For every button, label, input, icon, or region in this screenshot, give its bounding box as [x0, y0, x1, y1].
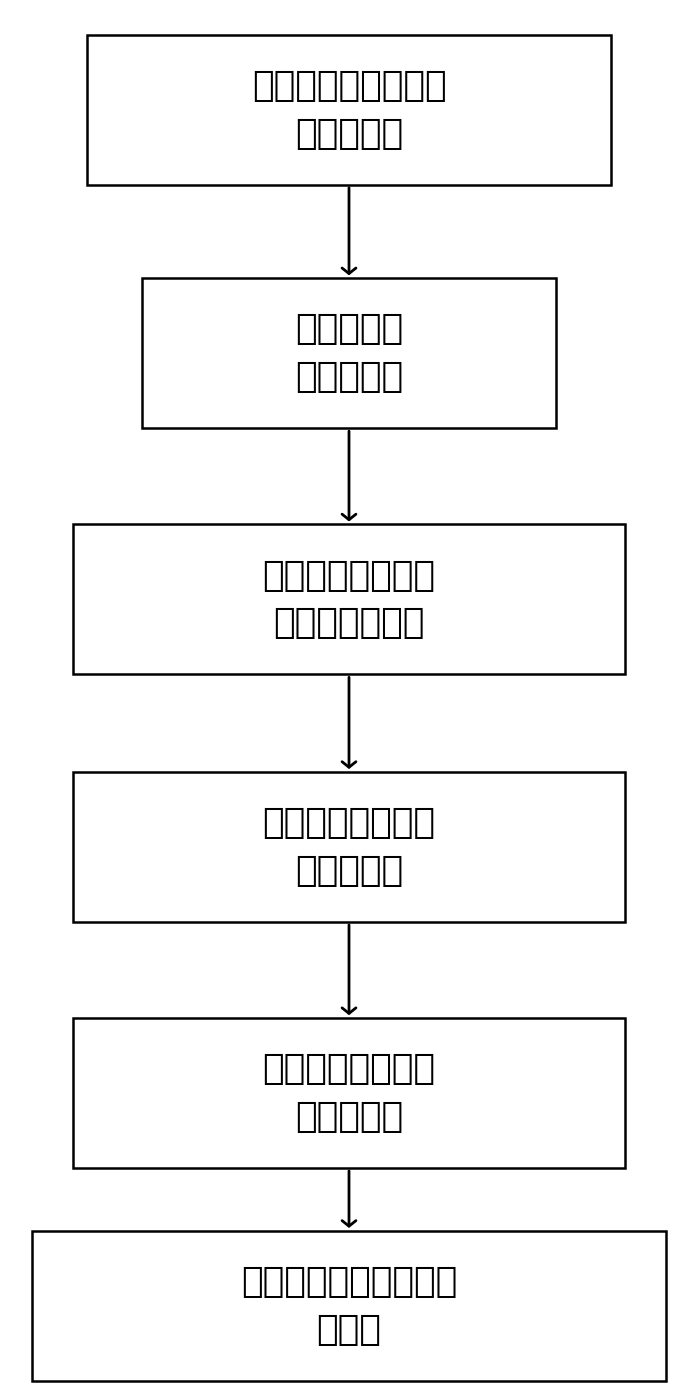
Text: 获取模型训练的输入
和输出数据: 获取模型训练的输入 和输出数据	[252, 69, 446, 151]
FancyBboxPatch shape	[73, 772, 625, 922]
Text: 最小二乘法计算模
型未知参数: 最小二乘法计算模 型未知参数	[262, 806, 436, 887]
FancyBboxPatch shape	[73, 1018, 625, 1168]
FancyBboxPatch shape	[31, 1231, 667, 1381]
FancyBboxPatch shape	[142, 278, 556, 428]
Text: 设定分段线性函数
的分段点等参数: 设定分段线性函数 的分段点等参数	[262, 558, 436, 641]
FancyBboxPatch shape	[87, 35, 611, 185]
Text: 选择并确定
模型的结构: 选择并确定 模型的结构	[295, 312, 403, 395]
Text: 去掉绝对值，进一
步简化模型: 去掉绝对值，进一 步简化模型	[262, 1052, 436, 1133]
FancyBboxPatch shape	[73, 525, 625, 674]
Text: 基于修改分段线性函数
的模型: 基于修改分段线性函数 的模型	[241, 1265, 457, 1347]
